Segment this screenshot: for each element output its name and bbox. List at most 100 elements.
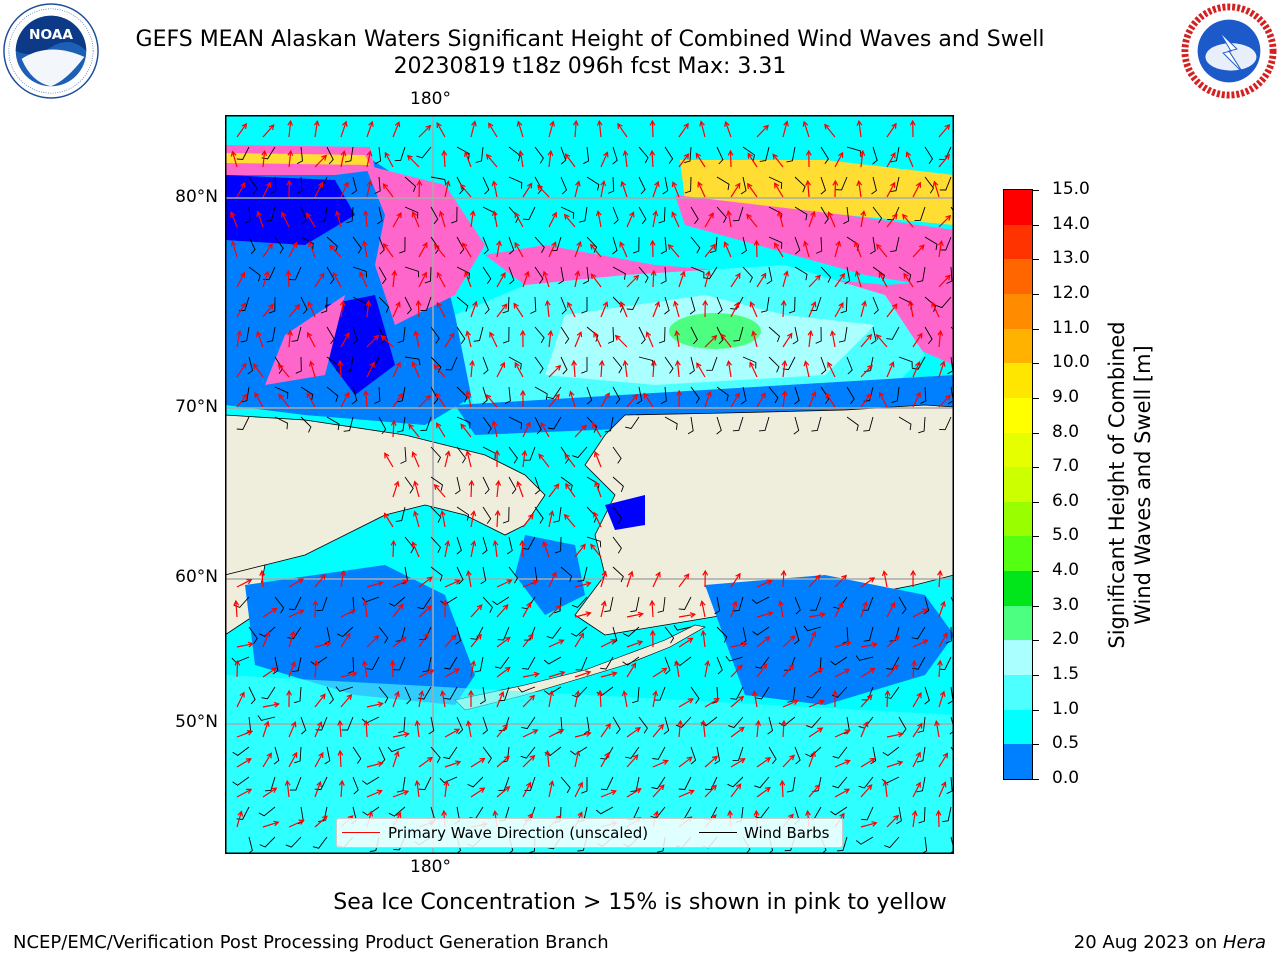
wave-direction-arrow	[548, 511, 553, 528]
colorbar-tickmark	[1033, 190, 1039, 191]
wave-direction-arrowhead	[780, 719, 787, 726]
wave-direction-arrowhead	[397, 603, 404, 610]
wave-direction-arrowhead	[674, 659, 680, 667]
wave-direction-arrowhead	[246, 579, 253, 585]
wave-direction-arrowhead	[780, 299, 787, 306]
wave-direction-arrowhead	[528, 513, 534, 520]
wind-barb	[690, 206, 699, 224]
wind-barb	[604, 416, 614, 433]
wave-direction-arrowhead	[819, 612, 826, 618]
wave-direction-arrow	[782, 700, 798, 708]
wind-barb	[366, 656, 380, 670]
wave-direction-arrowhead	[627, 570, 634, 577]
wave-direction-arrow	[884, 781, 888, 798]
wave-direction-arrow	[340, 633, 351, 648]
wind-barb	[482, 416, 492, 434]
wave-direction-arrow	[912, 244, 925, 258]
wind-barb	[351, 386, 358, 405]
wave-direction-arrowhead	[938, 239, 944, 247]
wind-barb	[856, 836, 874, 845]
wave-direction-arrow	[418, 633, 429, 648]
wave-direction-arrow	[496, 637, 511, 648]
wind-barb	[502, 506, 510, 524]
wave-direction-arrow	[782, 121, 788, 138]
wave-direction-arrowhead	[418, 690, 425, 697]
wave-direction-arrowhead	[940, 600, 946, 607]
wave-direction-arrowhead	[506, 579, 513, 585]
wave-direction-arrow	[522, 673, 539, 678]
wind-barb	[924, 236, 938, 251]
wave-direction-arrow	[340, 392, 350, 408]
wave-direction-arrowhead	[320, 693, 326, 700]
wind-barb	[830, 806, 848, 816]
wave-direction-arrow	[652, 691, 657, 708]
wave-direction-arrow	[903, 273, 914, 288]
wind-barb	[690, 686, 700, 704]
wind-barb	[393, 656, 406, 671]
wave-direction-arrow	[860, 151, 864, 168]
wave-direction-arrow	[418, 669, 434, 678]
wave-direction-arrowhead	[803, 240, 809, 247]
sea-ice-note: Sea Ice Concentration > 15% is shown in …	[333, 890, 947, 915]
wave-direction-arrow	[565, 153, 576, 168]
wave-direction-arrow	[496, 510, 499, 528]
wind-barb	[294, 746, 302, 764]
wind-barb	[586, 416, 598, 433]
wind-barb	[820, 266, 832, 283]
wave-direction-arrow	[600, 672, 617, 678]
wave-direction-arrowhead	[369, 361, 375, 368]
wind-barb	[730, 686, 744, 700]
wave-direction-arrowhead	[724, 120, 730, 127]
wave-direction-arrowhead	[240, 302, 246, 309]
wind-barb	[248, 626, 258, 644]
wave-direction-arrow	[567, 302, 576, 318]
wind-barb	[803, 625, 822, 632]
wind-barb	[430, 176, 447, 186]
wave-direction-arrowhead	[383, 512, 390, 519]
wave-direction-arrowhead	[246, 788, 253, 794]
wave-direction-arrowhead	[890, 601, 896, 608]
wave-direction-arrow	[730, 642, 747, 648]
wave-direction-arrowhead	[443, 779, 450, 787]
wind-barb	[651, 776, 666, 790]
wave-direction-arrow	[281, 212, 290, 228]
wave-direction-arrow	[626, 663, 637, 678]
wind-barb	[638, 146, 649, 164]
wind-barb	[312, 836, 328, 849]
wind-barb	[456, 236, 465, 255]
wave-direction-arrow	[408, 424, 420, 438]
wind-barb	[534, 236, 545, 254]
wave-direction-arrowhead	[476, 633, 482, 640]
wave-direction-arrowhead	[411, 541, 417, 548]
wave-direction-arrow	[730, 758, 746, 768]
wind-barb	[261, 686, 276, 700]
wave-direction-arrowhead	[460, 183, 466, 190]
wave-direction-arrow	[548, 671, 565, 678]
wave-direction-arrowhead	[787, 332, 793, 339]
wave-direction-arrow	[444, 579, 460, 588]
wind-barb	[560, 356, 568, 375]
wind-barb	[456, 536, 462, 555]
wave-direction-arrow	[678, 637, 693, 648]
wave-direction-arrow	[886, 602, 896, 618]
wave-direction-arrowhead	[915, 391, 921, 398]
wave-direction-arrowhead	[277, 363, 284, 370]
wave-direction-arrowhead	[453, 668, 460, 674]
chart-subtitle: 20230819 t18z 096h fcst Max: 3.31	[393, 54, 787, 79]
wave-direction-arrowhead	[306, 331, 313, 338]
wave-direction-arrowhead	[313, 119, 320, 127]
wave-direction-arrowhead	[246, 730, 254, 736]
wave-direction-arrow	[288, 752, 298, 768]
wave-direction-arrowhead	[466, 569, 472, 577]
wave-direction-arrowhead	[540, 421, 546, 428]
wave-direction-arrow	[704, 271, 710, 288]
colorbar-segment	[1004, 259, 1032, 295]
wave-direction-arrow	[564, 453, 576, 468]
wave-direction-arrowhead	[893, 814, 900, 821]
wave-direction-arrow	[626, 212, 635, 228]
wind-barb	[352, 326, 359, 345]
wave-direction-arrow	[287, 270, 290, 288]
wave-direction-arrowhead	[577, 811, 583, 818]
wind-barb	[572, 446, 588, 459]
wave-direction-arrow	[548, 639, 564, 648]
